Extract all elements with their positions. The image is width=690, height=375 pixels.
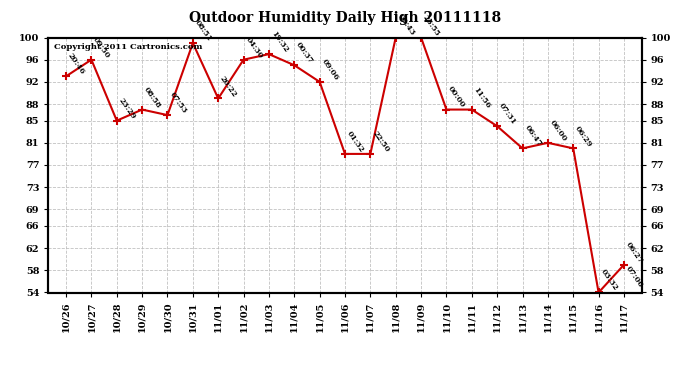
Text: 06:00: 06:00 — [548, 118, 569, 143]
Text: 11:56: 11:56 — [472, 85, 492, 109]
Text: Outdoor Humidity Daily High 20111118: Outdoor Humidity Daily High 20111118 — [189, 11, 501, 25]
Text: 07:06: 07:06 — [624, 265, 644, 289]
Text: 00:43: 00:43 — [396, 13, 416, 38]
Text: 07:53: 07:53 — [168, 91, 188, 115]
Text: 09:50: 09:50 — [91, 35, 112, 60]
Text: 06:47: 06:47 — [522, 124, 543, 148]
Text: 09:06: 09:06 — [319, 57, 340, 82]
Text: 03:32: 03:32 — [599, 268, 619, 292]
Text: 00:00: 00:00 — [446, 85, 467, 109]
Text: 06:27: 06:27 — [624, 240, 644, 265]
Text: 07:31: 07:31 — [497, 102, 518, 126]
Text: 20:46: 20:46 — [66, 52, 86, 76]
Text: 04:30: 04:30 — [244, 35, 264, 60]
Text: 08:51: 08:51 — [193, 19, 213, 43]
Text: 08:58: 08:58 — [142, 86, 162, 109]
Text: Copyright 2011 Cartronics.com: Copyright 2011 Cartronics.com — [55, 43, 203, 51]
Text: 06:29: 06:29 — [573, 124, 593, 148]
Text: 23:29: 23:29 — [117, 96, 137, 121]
Text: 20:22: 20:22 — [218, 74, 239, 99]
Text: 22:50: 22:50 — [371, 130, 391, 154]
Text: 00:37: 00:37 — [294, 40, 315, 65]
Text: 01:32: 01:32 — [345, 129, 366, 154]
Text: 19:32: 19:32 — [269, 30, 289, 54]
Text: 23:55: 23:55 — [421, 13, 442, 38]
